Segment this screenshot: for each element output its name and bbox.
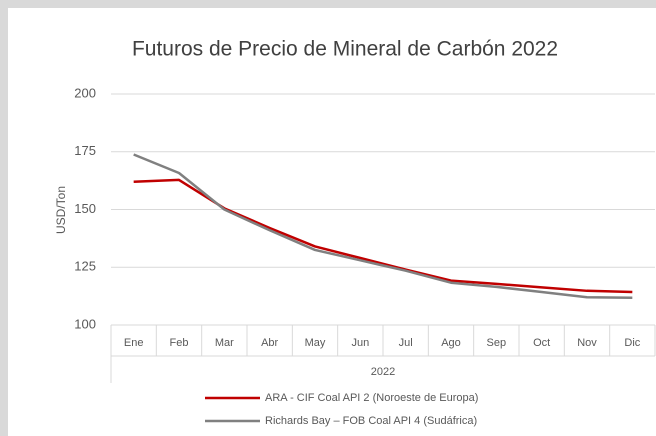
chart-title: Futuros de Precio de Mineral de Carbón 2… [132,38,558,61]
legend-label: Richards Bay – FOB Coal API 4 (Sudáfrica… [265,415,477,427]
chart-panel [8,8,656,436]
x-tick-label: Mar [215,337,234,349]
y-tick-label: 125 [74,259,96,274]
y-tick-label: 100 [74,316,96,331]
y-axis-label: USD/Ton [54,186,68,234]
x-tick-label: Oct [533,337,550,349]
x-tick-label: Dic [624,337,640,349]
x-tick-label: Jul [399,337,413,349]
x-tick-label: Abr [261,337,278,349]
x-tick-label: Ago [441,337,461,349]
line-series [133,153,633,299]
y-tick-label: 150 [74,201,96,216]
x-tick-label: Ene [124,337,144,349]
y-tick-label: 200 [74,85,96,100]
x-tick-label: May [305,337,326,349]
x-tick-label: Nov [577,337,597,349]
y-tick-label: 175 [74,143,96,158]
x-tick-label: Sep [487,337,507,349]
x-axis-label: 2022 [371,366,395,378]
x-tick-label: Feb [170,337,189,349]
legend-label: ARA - CIF Coal API 2 (Noroeste de Europa… [265,392,478,404]
x-tick-label: Jun [351,337,369,349]
